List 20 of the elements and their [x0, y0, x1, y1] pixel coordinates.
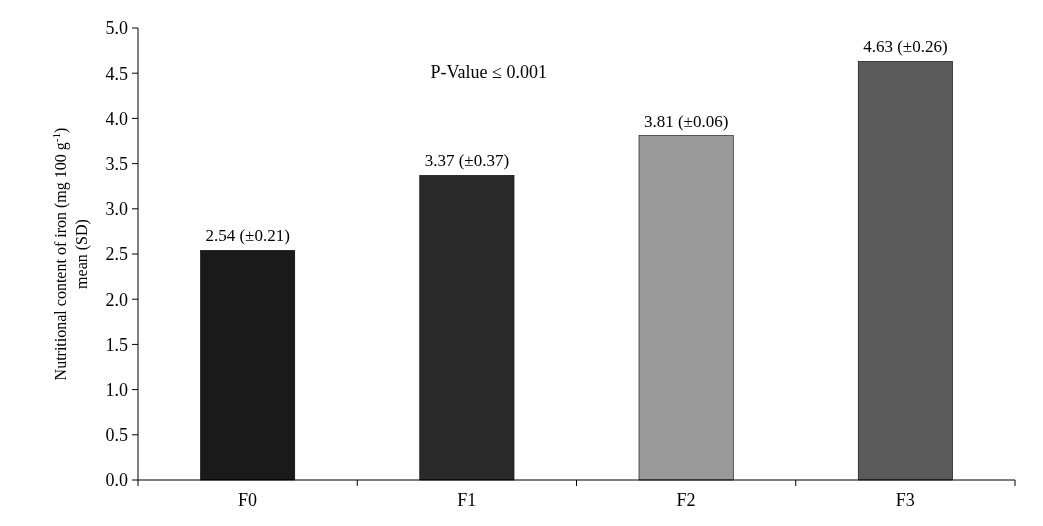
x-tick-label: F3 [895, 490, 915, 510]
y-tick-label: 5.0 [105, 18, 128, 39]
data-label: 2.54 (±0.21) [205, 226, 290, 246]
y-tick-label: 3.0 [105, 199, 128, 220]
annotation: P-Value ≤ 0.001 [430, 62, 547, 82]
y-tick-label: 3.5 [105, 153, 128, 174]
y-tick-label: 0.5 [105, 425, 128, 446]
data-label: 3.81 (±0.06) [643, 111, 729, 131]
data-label: 3.37 (±0.37) [424, 151, 510, 171]
y-tick-label: 2.0 [105, 289, 128, 310]
y-tick-label: 4.0 [105, 108, 128, 129]
y-tick-label: 1.0 [105, 379, 128, 400]
y-tick-label: 4.5 [105, 63, 128, 84]
y-tick-label: 1.5 [105, 334, 128, 355]
x-tick-label: F0 [238, 490, 258, 510]
data-label: 4.63 (±0.26) [863, 37, 948, 57]
x-tick-label: F1 [457, 490, 477, 510]
y-tick-label: 0.0 [105, 470, 128, 491]
y-tick-label: 2.5 [105, 244, 128, 265]
x-tick-label: F2 [676, 490, 696, 510]
